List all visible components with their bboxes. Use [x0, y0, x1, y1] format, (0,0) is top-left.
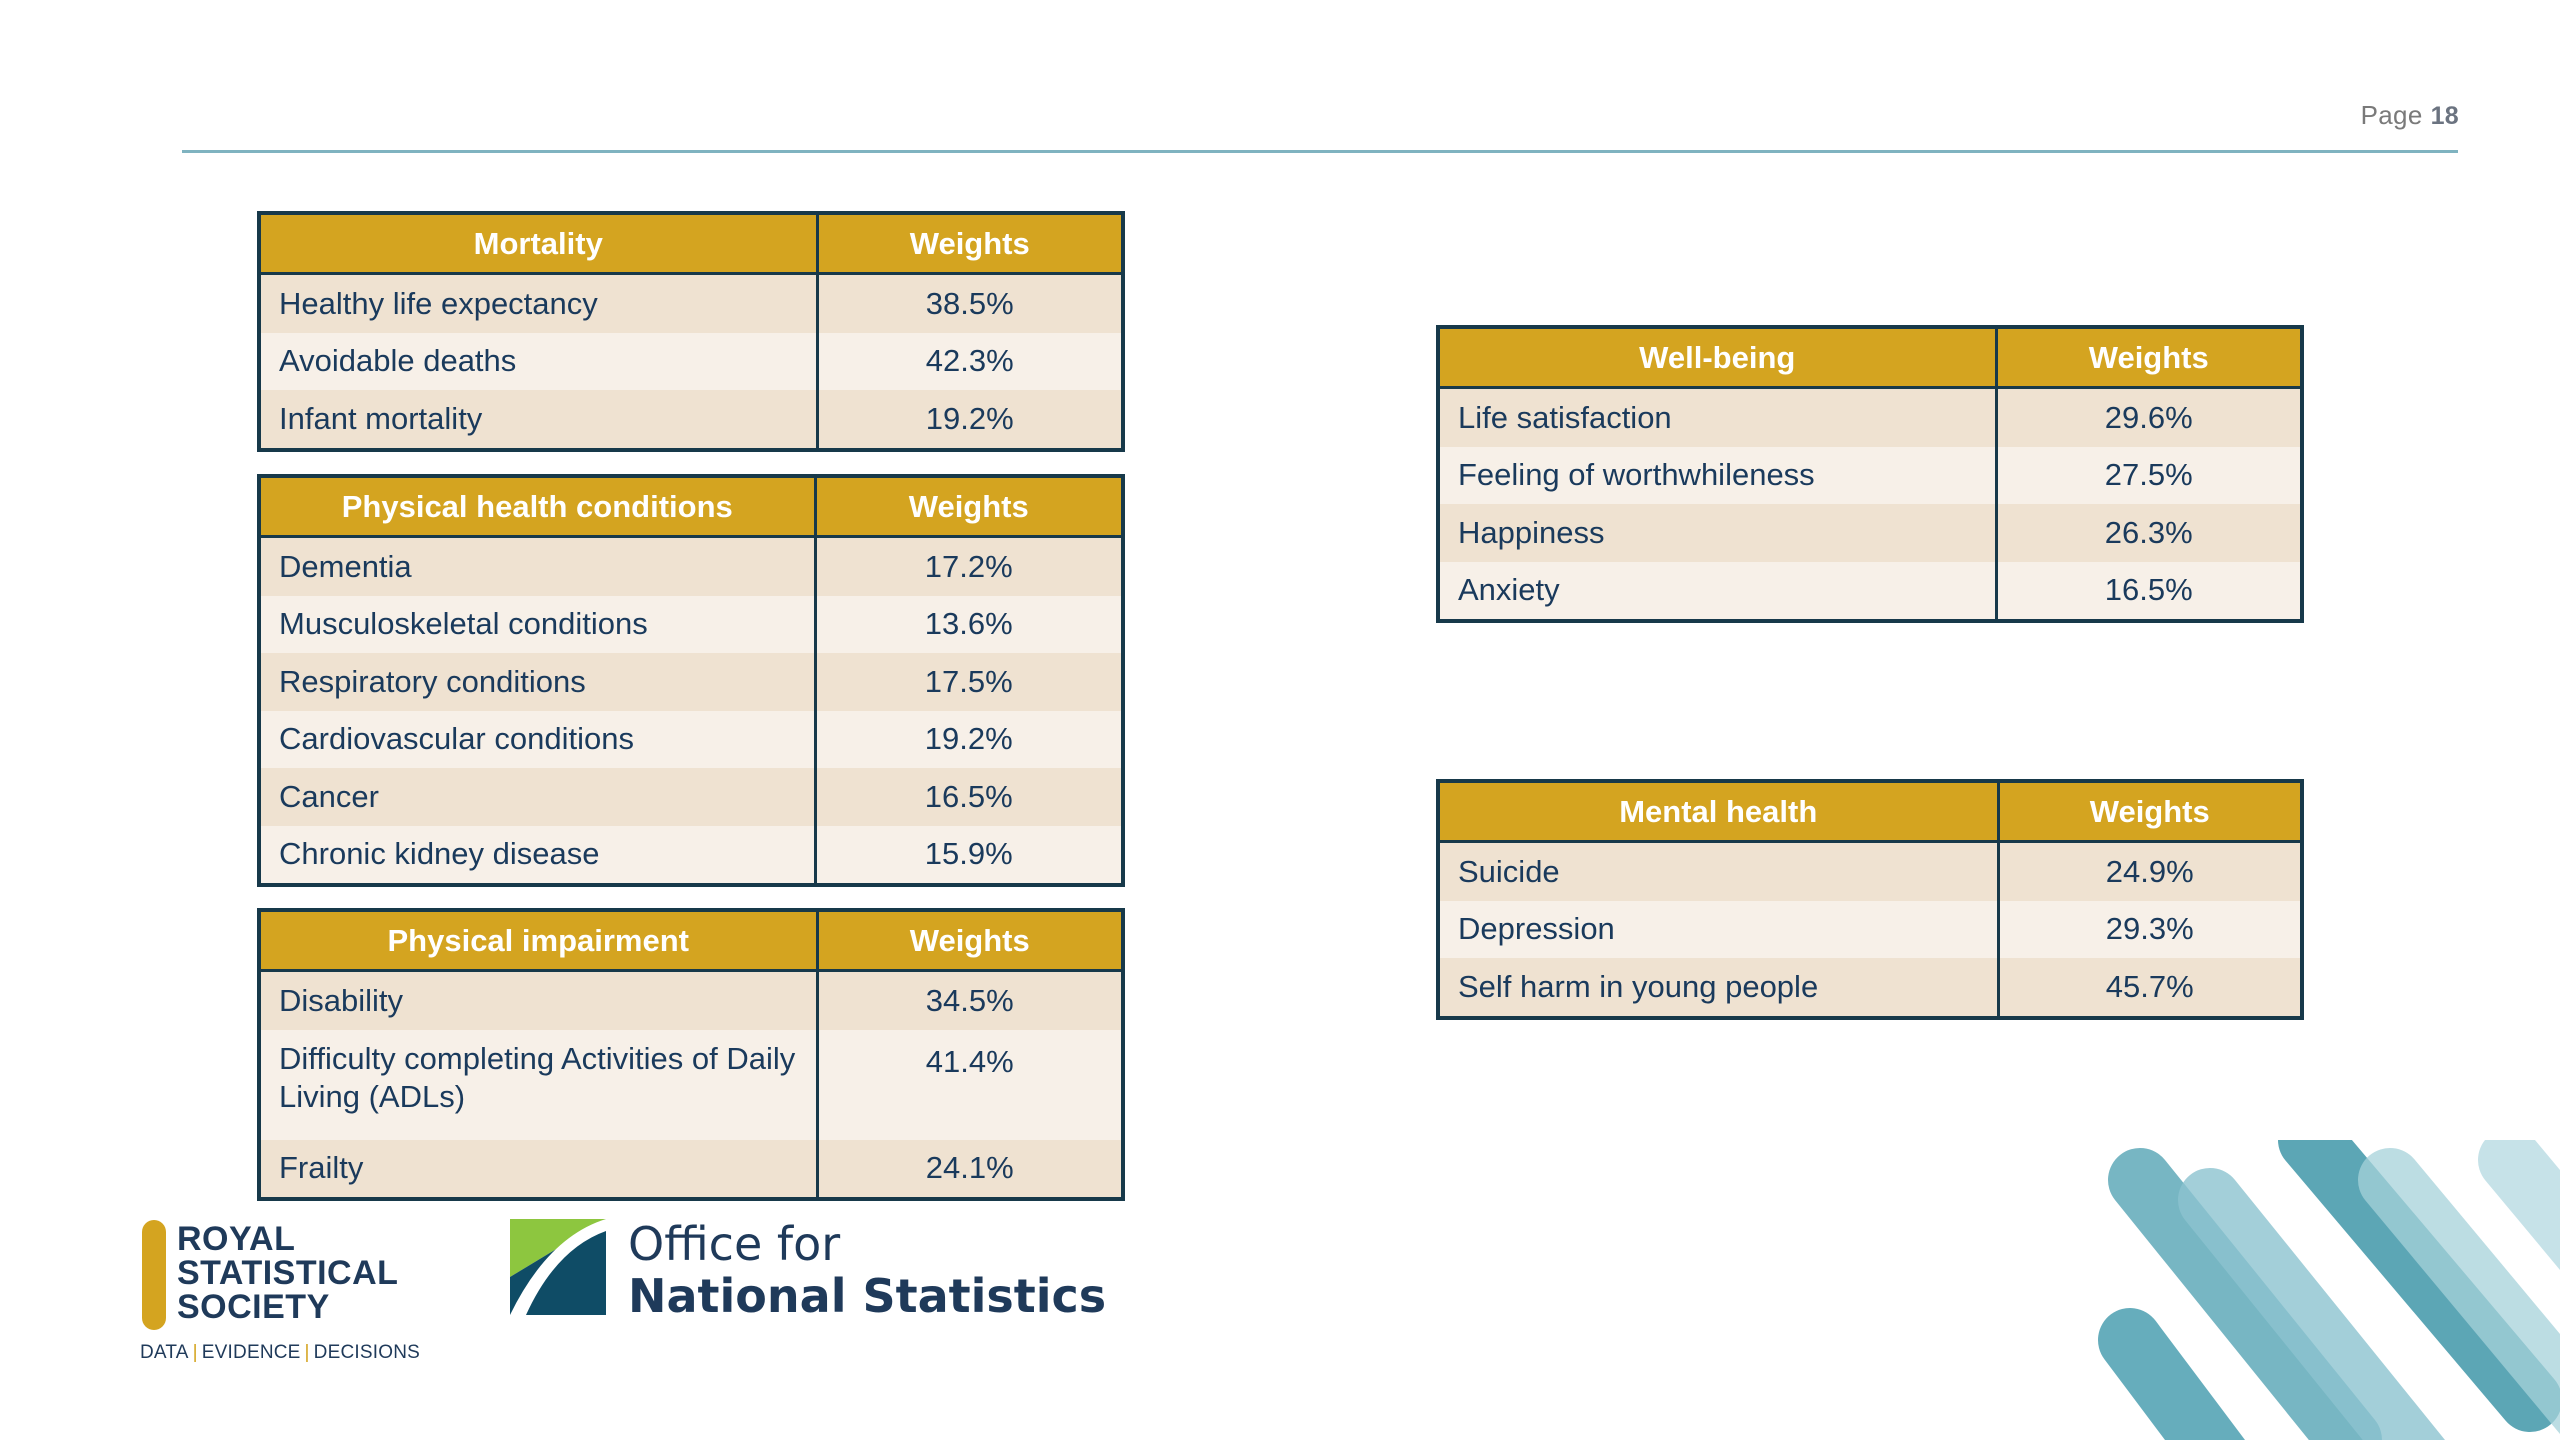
row-label: Avoidable deaths: [259, 332, 819, 390]
row-weight: 17.5%: [815, 653, 1123, 711]
table-header-category: Well-being: [1438, 327, 1998, 389]
table-row: Cardiovascular conditions 19.2%: [259, 710, 1123, 768]
row-weight: 13.6%: [815, 595, 1123, 653]
table-row: Self harm in young people 45.7%: [1438, 958, 2302, 1018]
wellbeing-table: Well-being Weights Life satisfaction 29.…: [1436, 325, 2304, 623]
row-weight: 27.5%: [1996, 446, 2302, 504]
rss-logo-line: SOCIETY: [177, 1288, 330, 1326]
rss-logo-line: STATISTICAL: [177, 1254, 399, 1292]
table-row: Anxiety 16.5%: [1438, 561, 2302, 621]
mental-health-table: Mental health Weights Suicide 24.9% Depr…: [1436, 779, 2304, 1020]
mortality-table: Mortality Weights Healthy life expectanc…: [257, 211, 1125, 452]
physical-impairment-table: Physical impairment Weights Disability 3…: [257, 908, 1125, 1201]
table-row: Frailty 24.1%: [259, 1139, 1123, 1199]
row-weight: 42.3%: [817, 332, 1123, 390]
row-weight: 24.1%: [817, 1139, 1123, 1199]
row-weight: 17.2%: [815, 536, 1123, 596]
physical-health-table: Physical health conditions Weights Demen…: [257, 474, 1125, 887]
table-header-category: Physical impairment: [259, 910, 819, 972]
rss-tagline-word: EVIDENCE: [201, 1342, 301, 1363]
row-label: Difficulty completing Activities of Dail…: [259, 1029, 819, 1140]
row-weight: 19.2%: [817, 390, 1123, 450]
row-weight: 16.5%: [815, 768, 1123, 826]
row-weight: 26.3%: [1996, 504, 2302, 562]
table-row: Healthy life expectancy 38.5%: [259, 273, 1123, 333]
row-weight: 45.7%: [1998, 958, 2302, 1018]
table-row: Respiratory conditions 17.5%: [259, 653, 1123, 711]
table-header-row: Well-being Weights: [1438, 327, 2302, 389]
rss-logo: ROYAL STATISTICAL SOCIETY DATA | EVIDENCE |…: [140, 1218, 440, 1368]
row-label: Self harm in young people: [1438, 958, 2000, 1018]
table-row: Difficulty completing Activities of Dail…: [259, 1029, 1123, 1140]
decorative-stripes: [2090, 1140, 2560, 1440]
row-label: Cardiovascular conditions: [259, 710, 817, 768]
row-weight: 41.4%: [817, 1029, 1123, 1140]
rss-logo-bar: [142, 1220, 166, 1330]
row-label: Suicide: [1438, 841, 2000, 901]
table-header-row: Physical impairment Weights: [259, 910, 1123, 972]
table-header-row: Mental health Weights: [1438, 781, 2302, 843]
ons-logo-line1: Office for: [628, 1217, 841, 1271]
row-weight: 15.9%: [815, 825, 1123, 885]
row-weight: 16.5%: [1996, 561, 2302, 621]
rss-tagline-word: DATA: [140, 1342, 189, 1363]
row-label: Dementia: [259, 536, 817, 596]
table-row: Depression 29.3%: [1438, 900, 2302, 958]
table-row: Chronic kidney disease 15.9%: [259, 825, 1123, 885]
row-label: Feeling of worthwhileness: [1438, 446, 1998, 504]
page-number: Page 18: [2361, 100, 2459, 131]
table-header-weights: Weights: [817, 213, 1123, 275]
row-weight: 24.9%: [1998, 841, 2302, 901]
row-label: Happiness: [1438, 504, 1998, 562]
page-number-value: 18: [2430, 102, 2459, 130]
row-label: Frailty: [259, 1139, 819, 1199]
row-weight: 19.2%: [815, 710, 1123, 768]
rss-logo-line: ROYAL: [177, 1220, 296, 1258]
page-label: Page: [2360, 100, 2423, 130]
table-header-row: Physical health conditions Weights: [259, 476, 1123, 538]
row-weight: 38.5%: [817, 273, 1123, 333]
ons-logo: Office for National Statistics: [508, 1217, 1106, 1327]
table-row: Suicide 24.9%: [1438, 841, 2302, 901]
row-label: Musculoskeletal conditions: [259, 595, 817, 653]
row-label: Life satisfaction: [1438, 387, 1998, 447]
row-weight: 34.5%: [817, 970, 1123, 1030]
row-label: Healthy life expectancy: [259, 273, 819, 333]
table-row: Happiness 26.3%: [1438, 504, 2302, 562]
table-header-category: Mental health: [1438, 781, 2000, 843]
row-weight: 29.6%: [1996, 387, 2302, 447]
row-label: Disability: [259, 970, 819, 1030]
table-row: Musculoskeletal conditions 13.6%: [259, 595, 1123, 653]
table-row: Infant mortality 19.2%: [259, 390, 1123, 450]
table-row: Feeling of worthwhileness 27.5%: [1438, 446, 2302, 504]
table-row: Avoidable deaths 42.3%: [259, 332, 1123, 390]
table-header-row: Mortality Weights: [259, 213, 1123, 275]
rss-tagline-word: DECISIONS: [313, 1342, 420, 1363]
row-label: Chronic kidney disease: [259, 825, 817, 885]
ons-emblem-icon: [510, 1219, 606, 1315]
header-rule: [182, 150, 2458, 153]
row-label: Respiratory conditions: [259, 653, 817, 711]
table-header-weights: Weights: [815, 476, 1123, 538]
table-header-category: Mortality: [259, 213, 819, 275]
row-label: Depression: [1438, 900, 2000, 958]
row-label: Anxiety: [1438, 561, 1998, 621]
row-label: Infant mortality: [259, 390, 819, 450]
ons-logo-line2: National Statistics: [628, 1269, 1107, 1323]
table-header-weights: Weights: [1998, 781, 2302, 843]
table-row: Dementia 17.2%: [259, 536, 1123, 596]
table-header-weights: Weights: [817, 910, 1123, 972]
table-header-category: Physical health conditions: [259, 476, 817, 538]
table-row: Life satisfaction 29.6%: [1438, 387, 2302, 447]
table-row: Cancer 16.5%: [259, 768, 1123, 826]
table-row: Disability 34.5%: [259, 970, 1123, 1030]
rss-tagline: DATA | EVIDENCE | DECISIONS: [140, 1342, 420, 1363]
table-header-weights: Weights: [1996, 327, 2302, 389]
row-label: Cancer: [259, 768, 817, 826]
row-weight: 29.3%: [1998, 900, 2302, 958]
